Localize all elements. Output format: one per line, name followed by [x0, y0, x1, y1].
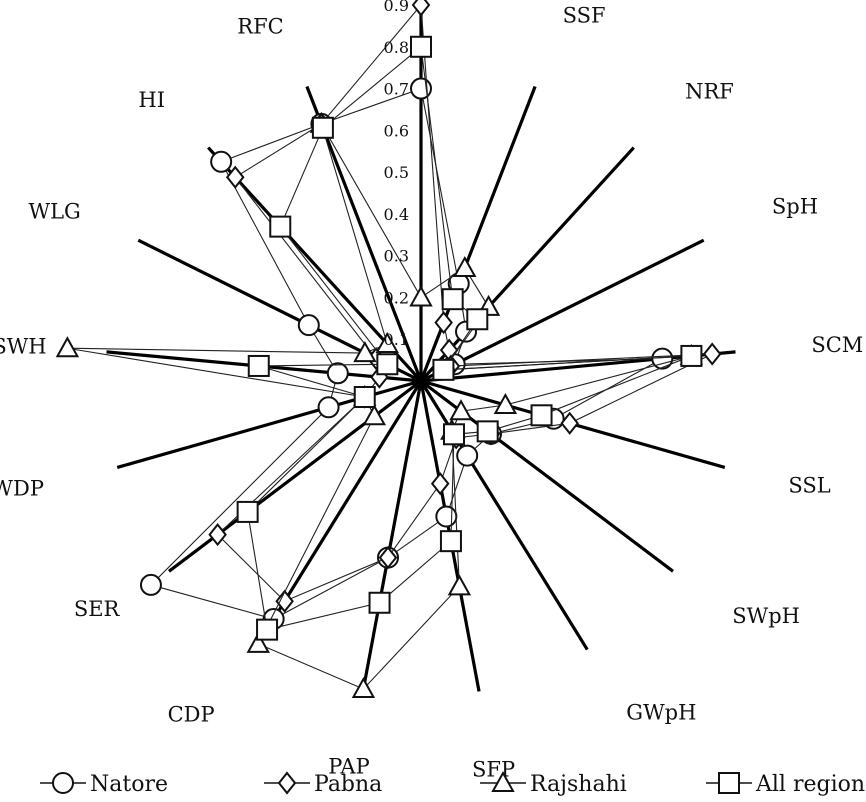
series-all-region — [236, 35, 703, 641]
point-rajshahi-ssl — [493, 392, 518, 415]
legend-label-all-region: All region — [755, 772, 865, 797]
point-all-region-wdp — [353, 386, 376, 409]
point-natore-hi — [210, 150, 233, 173]
axis-label-ser: SER — [74, 597, 121, 621]
point-natore-ser — [139, 573, 162, 596]
axis-label-hi: HI — [138, 88, 165, 112]
point-all-region-nrf — [466, 308, 489, 331]
legend-marker-all-region — [718, 772, 740, 794]
tick-label-0-6: 0.6 — [384, 121, 409, 140]
point-all-region-hi — [269, 215, 292, 238]
axis-label-wdp: WDP — [0, 476, 44, 500]
point-natore-swh — [326, 362, 349, 385]
point-all-region-cci — [410, 35, 432, 58]
point-all-region-gwph — [442, 423, 465, 446]
point-all-region-pap — [368, 591, 391, 614]
axis-line-ser — [167, 379, 422, 573]
axis-label-wlg: WLG — [29, 200, 81, 224]
point-all-region-sph — [432, 358, 455, 381]
legend-label-pabna: Pabna — [314, 772, 382, 797]
axis-line-nrf — [419, 146, 635, 383]
axis-line-sph — [420, 238, 705, 383]
axis-label-nrf: NRF — [685, 79, 734, 103]
point-rajshahi-swh — [55, 336, 80, 358]
point-all-region-ssl — [530, 404, 553, 427]
legend-item-all-region: All region — [706, 772, 865, 797]
series-pabna — [208, 0, 722, 613]
series-natore — [139, 77, 674, 630]
point-rajshahi-pap — [351, 676, 376, 698]
point-all-region-ser — [236, 500, 259, 523]
point-rajshahi-sfp — [447, 574, 472, 596]
tick-label-0-9: 0.9 — [384, 0, 409, 15]
point-all-region-scm — [680, 344, 703, 367]
point-rajshahi-cci — [409, 285, 433, 307]
point-all-region-ssf — [441, 288, 464, 311]
point-pabna-ssl — [560, 411, 579, 435]
tick-label-0-7: 0.7 — [384, 80, 409, 99]
legend-label-rajshahi: Rajshahi — [530, 772, 627, 797]
point-pabna-hi — [225, 165, 245, 189]
point-pabna-cci — [411, 0, 431, 17]
point-all-region-sfp — [439, 530, 462, 553]
tick-label-0-4: 0.4 — [384, 205, 409, 224]
axis-label-gwph: GWpH — [626, 701, 696, 725]
point-pabna-scm — [702, 342, 722, 366]
point-rajshahi-wlg — [353, 341, 377, 363]
point-natore-sfp — [435, 505, 458, 528]
axis-label-sfp: SFP — [472, 757, 515, 781]
legend-item-rajshahi: Rajshahi — [480, 770, 627, 797]
tick-label-0-3: 0.3 — [384, 247, 409, 266]
axis-label-swh: SWH — [0, 334, 47, 358]
point-all-region-cdp — [256, 618, 279, 641]
axis-label-sph: SpH — [772, 194, 818, 218]
point-all-region-rfc — [311, 116, 334, 139]
point-rajshahi-swph — [449, 399, 473, 421]
series-line-pabna — [216, 3, 713, 602]
center-hub — [412, 372, 430, 390]
point-pabna-ser — [208, 522, 227, 547]
point-pabna-sfp — [430, 472, 450, 496]
point-natore-wdp — [317, 396, 340, 419]
legend-marker-rajshahi — [491, 770, 515, 792]
point-rajshahi-ser — [362, 404, 387, 426]
tick-label-0-8: 0.8 — [384, 38, 409, 57]
legend: Natore Pabna Rajshahi All region — [40, 770, 865, 797]
point-rajshahi-ssf — [453, 255, 477, 278]
ticks-layer: 0.1 0.2 0.3 0.4 0.5 0.6 0.7 0.8 0.9 — [384, 0, 409, 349]
axis-line-pap — [361, 380, 423, 692]
point-rajshahi-cdp — [246, 631, 270, 653]
tick-label-0-2: 0.2 — [384, 288, 409, 307]
series-layer — [55, 0, 722, 698]
legend-marker-natore — [52, 772, 74, 794]
point-natore-wlg — [297, 314, 320, 337]
legend-label-natore: Natore — [90, 772, 168, 797]
point-all-region-wlg — [376, 353, 399, 376]
tick-label-0-1: 0.1 — [384, 330, 409, 349]
axis-line-ssf — [419, 85, 537, 382]
axes-layer — [106, 5, 736, 692]
point-all-region-swph — [476, 420, 499, 443]
axis-label-ssf: SSF — [563, 3, 606, 27]
point-rajshahi-hi — [375, 331, 399, 353]
axis-label-swph: SWpH — [732, 604, 800, 628]
point-pabna-ssf — [434, 310, 453, 335]
legend-marker-pabna — [277, 771, 297, 795]
tick-label-0-5: 0.5 — [384, 163, 409, 182]
axis-label-ssl: SSL — [788, 474, 830, 498]
axis-label-cdp: CDP — [168, 702, 215, 726]
axis-label-scm: SCM — [811, 333, 863, 357]
labels-layer: CCISSFNRFSpHSCMSSLSWpHGWpHSFPPAPCDPSERWD… — [0, 3, 863, 781]
legend-item-pabna: Pabna — [264, 771, 382, 797]
axis-label-rfc: RFC — [237, 15, 283, 39]
point-all-region-swh — [247, 354, 270, 377]
point-pabna-cdp — [275, 589, 294, 613]
axis-label-pap: PAP — [328, 754, 370, 778]
point-pabna-pap — [378, 545, 398, 570]
legend-item-natore: Natore — [40, 772, 168, 797]
point-natore-gwph — [456, 444, 479, 467]
